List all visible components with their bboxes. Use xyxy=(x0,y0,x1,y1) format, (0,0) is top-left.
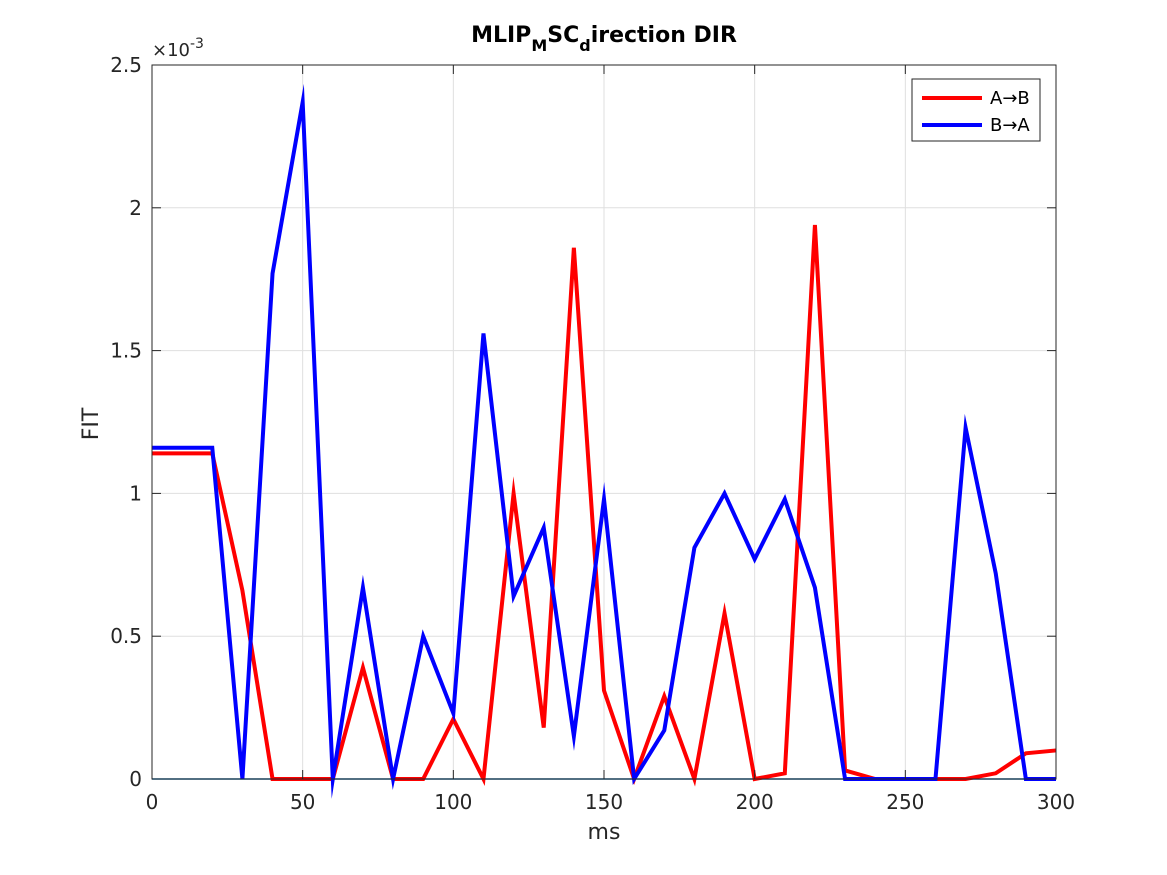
x-tick-label: 300 xyxy=(1037,790,1075,814)
y-exponent-power: -3 xyxy=(190,36,204,52)
x-ticks: 0 50 100 150 200 250 300 xyxy=(146,65,1075,814)
y-exponent-base: ×10 xyxy=(152,40,190,61)
y-tick-label: 2 xyxy=(129,196,142,220)
legend-label-b-to-a: B→A xyxy=(990,115,1030,136)
y-tick-label: 1.5 xyxy=(110,339,142,363)
legend-label-a-to-b: A→B xyxy=(990,88,1030,109)
x-tick-label: 250 xyxy=(886,790,924,814)
y-axis-label: FIT xyxy=(79,407,104,440)
title-part: SC xyxy=(547,23,579,48)
title-part: d xyxy=(579,36,590,55)
y-ticks: 0 0.5 1 1.5 2 2.5 xyxy=(110,53,1056,791)
chart-title: MLIPMSCdirection DIR xyxy=(471,23,737,55)
y-tick-label: 0 xyxy=(129,767,142,791)
y-tick-label: 2.5 xyxy=(110,53,142,77)
x-tick-label: 200 xyxy=(736,790,774,814)
title-part: M xyxy=(531,36,547,55)
x-tick-label: 150 xyxy=(585,790,623,814)
title-part: irection DIR xyxy=(591,23,737,48)
x-tick-label: 50 xyxy=(290,790,315,814)
legend: A→B B→A xyxy=(911,78,1041,142)
legend-box xyxy=(911,78,1041,142)
y-exponent-label: ×10-3 xyxy=(152,36,204,61)
x-tick-label: 100 xyxy=(434,790,472,814)
x-axis-label: ms xyxy=(588,820,621,845)
title-part: MLIP xyxy=(471,23,531,48)
y-tick-label: 1 xyxy=(129,481,142,505)
y-tick-label: 0.5 xyxy=(110,624,142,648)
x-tick-label: 0 xyxy=(146,790,159,814)
